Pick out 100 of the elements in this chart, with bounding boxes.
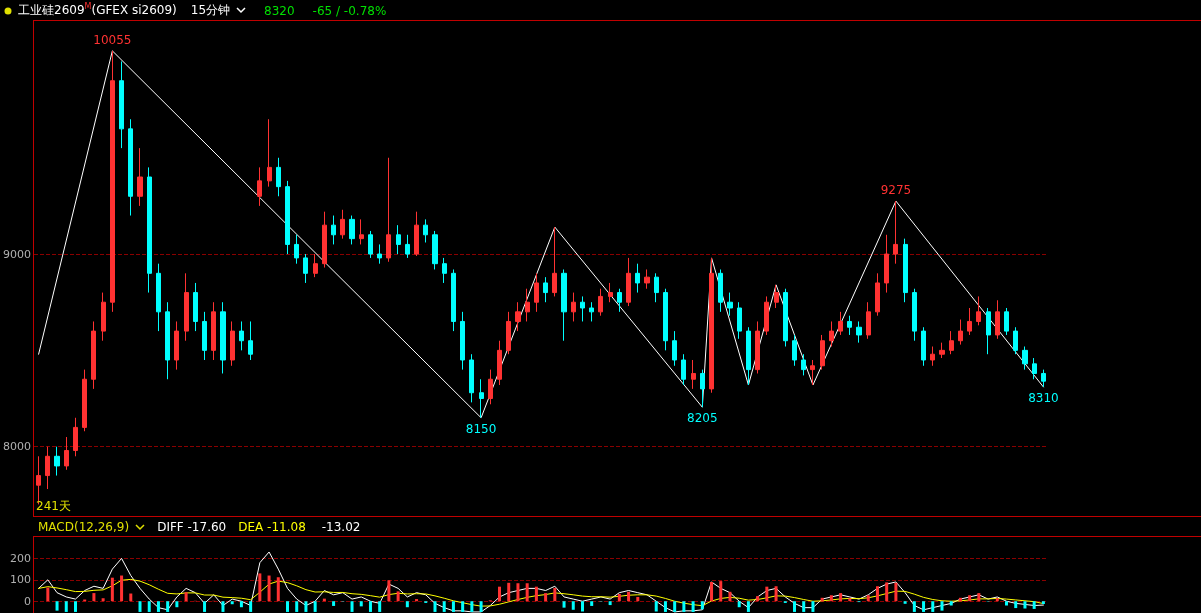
chart-title: MACD(12,26,9) <box>38 520 130 534</box>
bar <box>829 595 833 602</box>
candlestick <box>497 340 502 386</box>
candlestick <box>691 359 696 390</box>
candlestick <box>801 353 806 376</box>
bar <box>1041 601 1045 605</box>
y-tick-label: 200 <box>10 551 31 565</box>
candlestick <box>193 282 198 332</box>
candlestick <box>580 295 585 322</box>
candlestick <box>727 292 733 317</box>
candlestick <box>930 346 935 367</box>
bar <box>156 601 160 612</box>
bar <box>249 601 253 612</box>
text: DIFF -17.60 <box>157 520 227 534</box>
candlestick <box>73 417 78 457</box>
bar <box>580 601 584 612</box>
bar <box>636 596 640 602</box>
candlestick <box>128 118 133 217</box>
candlestick <box>543 276 548 303</box>
bar <box>756 596 760 602</box>
candlestick <box>488 369 493 405</box>
bar <box>387 580 391 602</box>
bar <box>55 601 59 611</box>
text: 8320 <box>264 3 295 18</box>
candlestick <box>598 288 603 317</box>
candlestick <box>202 311 207 361</box>
bar <box>562 601 566 608</box>
candlestick <box>792 334 797 367</box>
text: -13.02 <box>321 520 361 534</box>
candlestick <box>1041 369 1046 388</box>
candlestick <box>331 215 336 245</box>
candlestick <box>257 166 262 207</box>
candlestick <box>1022 346 1028 371</box>
candlestick <box>534 272 539 313</box>
candlestick <box>230 320 235 367</box>
bar <box>931 601 935 612</box>
candlestick <box>829 320 834 348</box>
candlestick <box>700 369 705 408</box>
candlestick <box>101 292 106 342</box>
candlestick <box>552 226 557 297</box>
bar <box>304 601 308 612</box>
candlestick <box>267 118 272 188</box>
bar <box>737 601 741 608</box>
candlestick <box>91 320 96 390</box>
candlestick <box>313 253 318 278</box>
line-series <box>38 551 1044 613</box>
candlestick <box>608 282 613 303</box>
bar <box>147 601 151 612</box>
bar <box>332 601 336 606</box>
bar <box>839 593 843 602</box>
bar <box>405 601 409 608</box>
bar <box>673 601 677 612</box>
candlestick <box>571 292 576 322</box>
bar <box>1032 601 1036 609</box>
bar <box>940 601 944 611</box>
candlestick <box>903 238 908 303</box>
bar <box>617 593 621 602</box>
candlestick <box>368 230 373 259</box>
candlestick <box>442 257 447 284</box>
bar <box>571 601 575 610</box>
data-label: 8150 <box>465 421 497 436</box>
y-tick-label: 8000 <box>3 440 31 454</box>
bar <box>802 601 806 612</box>
candlestick <box>589 301 594 322</box>
bar <box>1005 601 1009 606</box>
bar <box>627 591 631 602</box>
candlestick <box>746 326 751 386</box>
candlestick <box>220 301 226 374</box>
candlestick <box>644 268 650 290</box>
candlestick <box>285 180 290 255</box>
candlestick <box>359 218 364 245</box>
bar <box>350 601 354 612</box>
candlestick <box>635 263 640 294</box>
annotation: 241天 <box>36 498 71 515</box>
bar <box>470 601 474 612</box>
bar <box>553 587 557 602</box>
bar <box>949 601 953 606</box>
candlestick <box>54 446 60 477</box>
candlestick <box>856 320 862 344</box>
bar <box>295 601 299 612</box>
candlestick <box>119 60 124 149</box>
candlestick <box>322 211 327 269</box>
bar <box>368 601 372 612</box>
bar <box>866 595 870 602</box>
candlestick <box>377 243 382 265</box>
candlestick <box>414 211 419 257</box>
candlestick <box>626 257 631 307</box>
bar <box>719 581 723 602</box>
candlestick <box>986 307 991 355</box>
candlestick <box>211 301 216 361</box>
candlestick <box>617 288 622 313</box>
candlestick <box>958 319 963 346</box>
candlestick <box>866 301 871 340</box>
bar <box>682 601 686 612</box>
bar <box>120 575 124 602</box>
candlestick <box>838 311 843 336</box>
bar <box>710 581 714 602</box>
bar <box>728 591 732 602</box>
candlestick <box>349 215 355 245</box>
candlestick <box>737 301 742 340</box>
